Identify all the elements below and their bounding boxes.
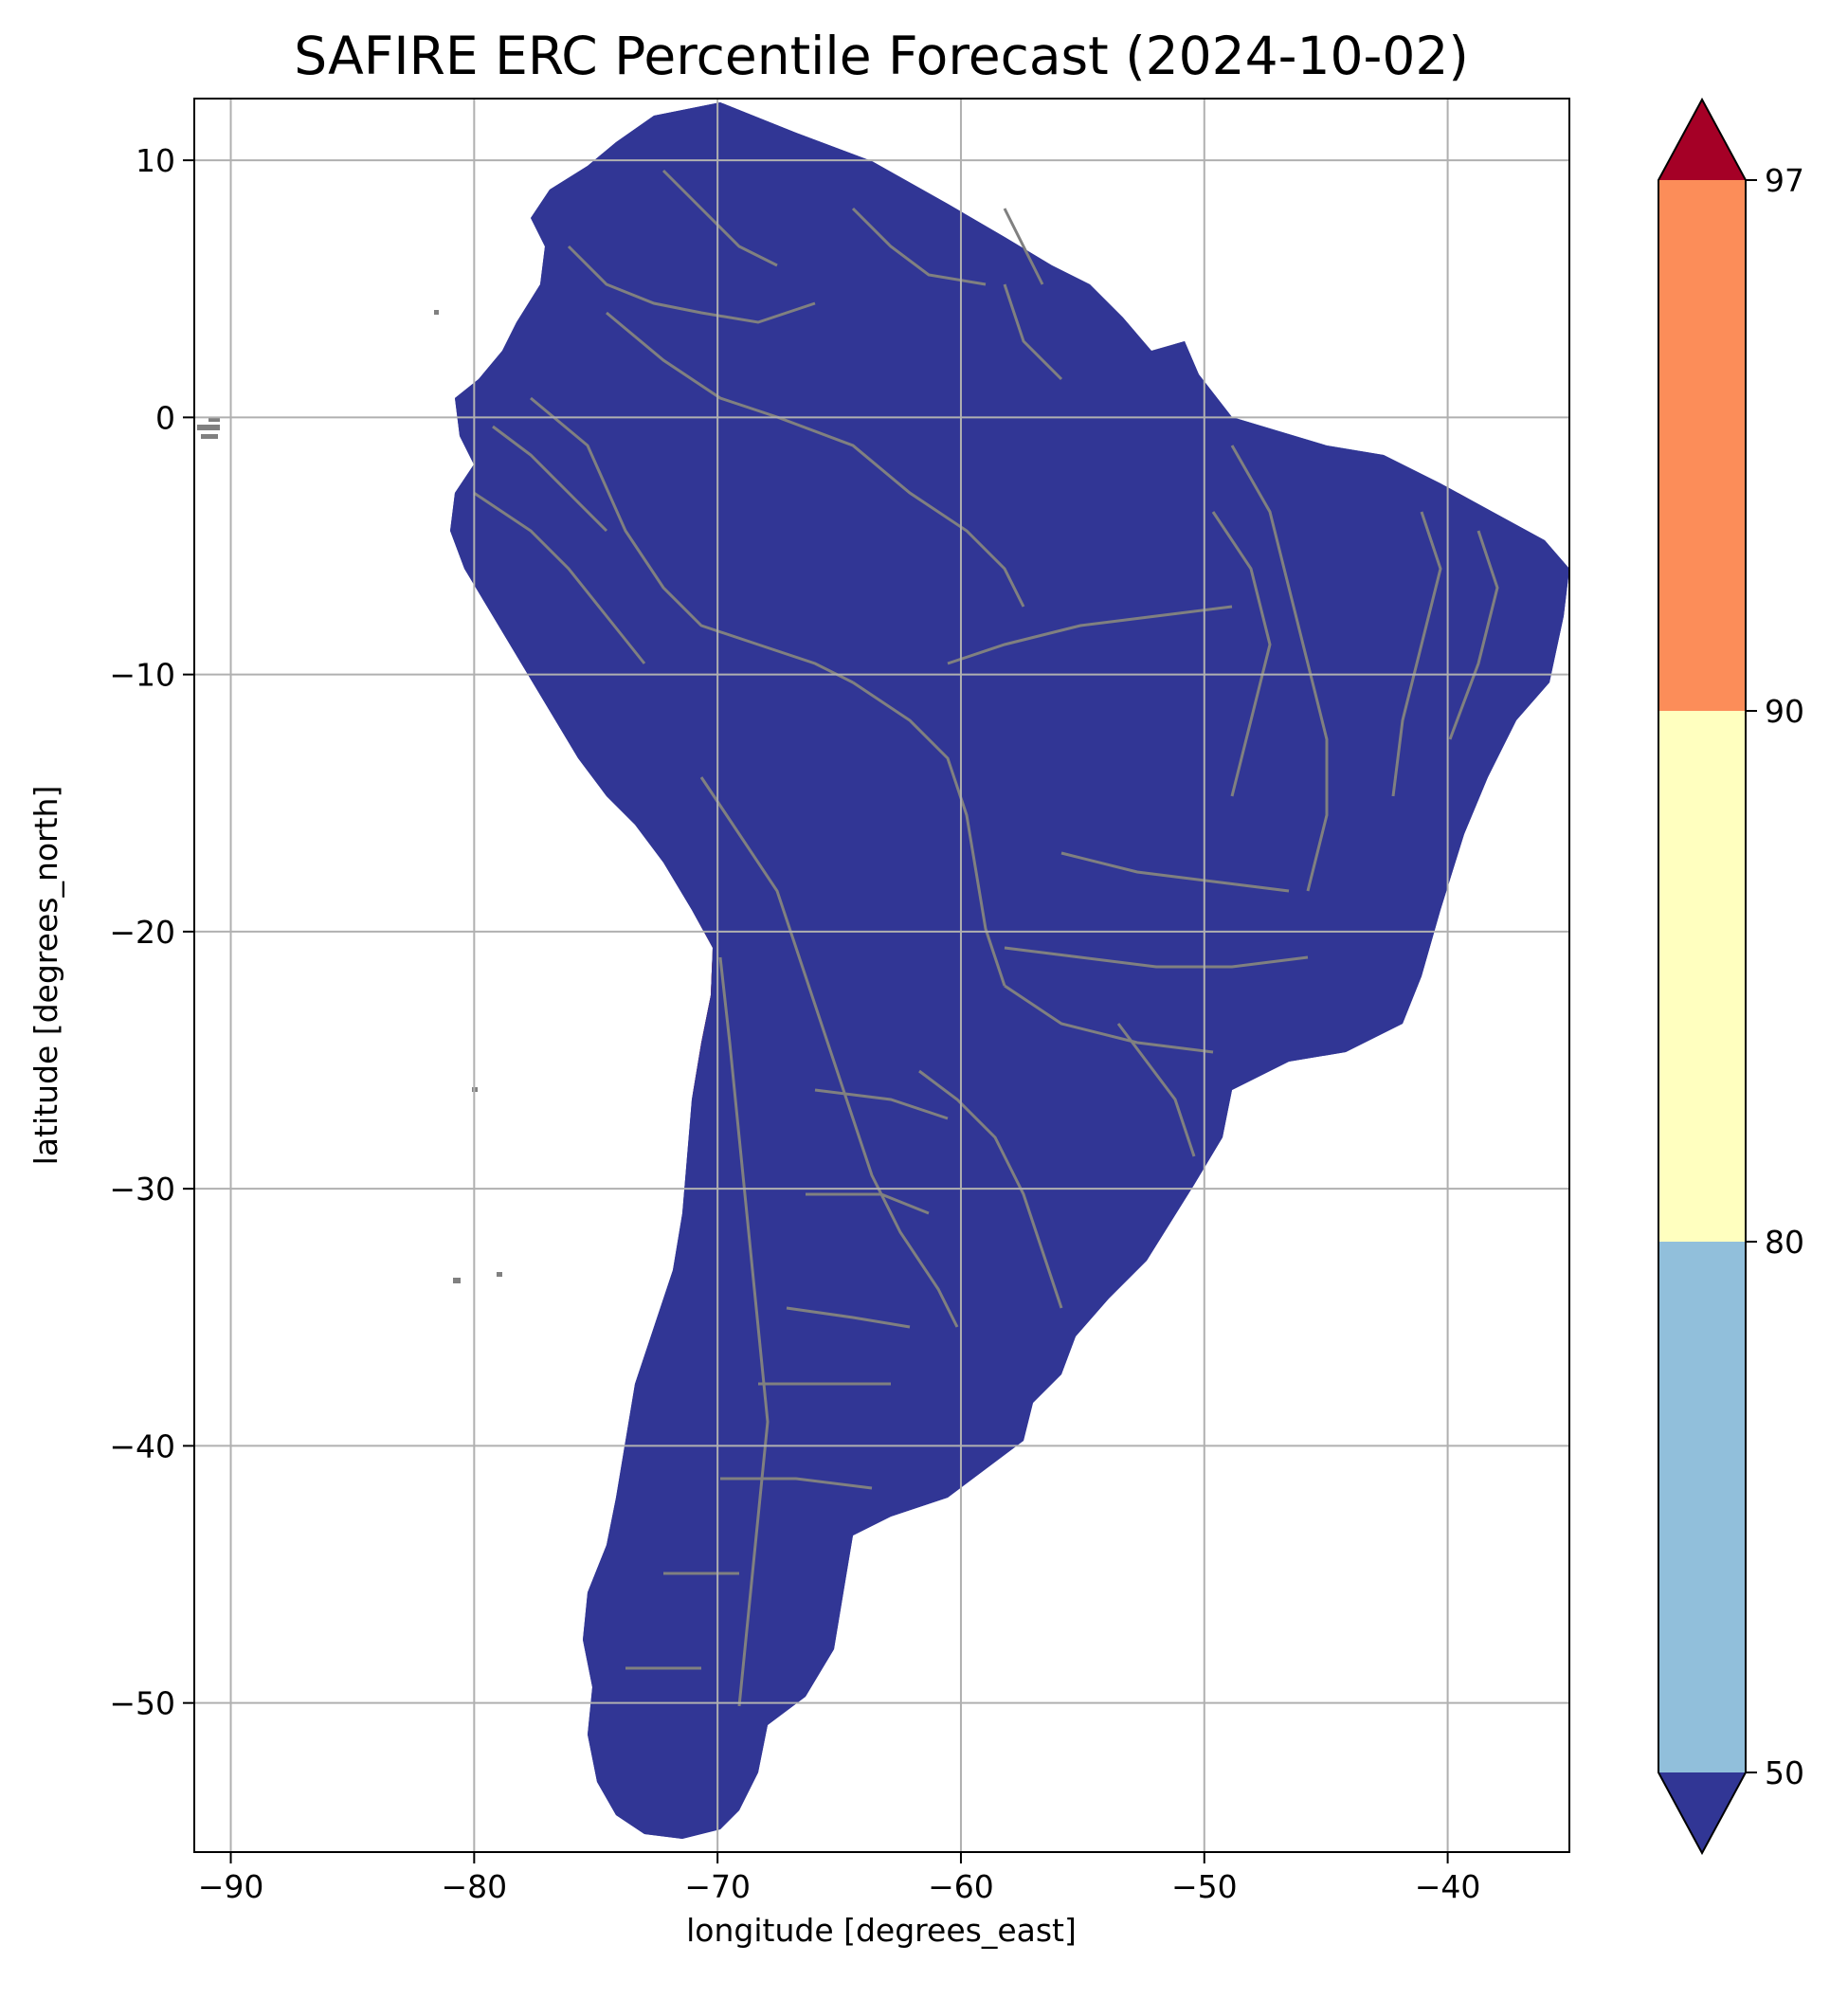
x-axis-ticks: −90 −80 −70 −60 −50 −40 — [198, 1852, 1481, 1905]
gridlines — [194, 99, 1569, 1852]
x-tick-label: −90 — [198, 1868, 264, 1905]
y-tick-label: −10 — [109, 657, 175, 694]
x-tick-label: −60 — [928, 1868, 994, 1905]
y-axis-label: latitude [degrees_north] — [27, 786, 64, 1166]
axes-frame — [193, 98, 1570, 1853]
map-content — [194, 99, 1569, 1852]
x-tick-label: −80 — [442, 1868, 508, 1905]
border-lines — [473, 169, 1499, 1707]
juan-fernandez-island — [453, 1278, 461, 1283]
colorbar-segment — [1658, 1242, 1746, 1772]
y-tick-label: 10 — [136, 142, 175, 179]
x-axis-label: longitude [degrees_east] — [686, 1912, 1077, 1949]
y-tick-label: −50 — [109, 1685, 175, 1722]
y-tick-label: −20 — [109, 914, 175, 951]
political-borders — [448, 100, 1569, 1841]
galapagos-island — [197, 425, 220, 430]
y-axis-ticks: 10 0 −10 −20 −30 −40 −50 — [109, 142, 194, 1722]
colorbar-extend-bottom — [1658, 1772, 1746, 1853]
chart-title: SAFIRE ERC Percentile Forecast (2024-10-… — [294, 26, 1469, 86]
x-tick-label: −40 — [1415, 1868, 1481, 1905]
x-tick-label: −50 — [1171, 1868, 1238, 1905]
colorbar: 50 80 90 97 — [1658, 97, 1804, 1856]
y-tick-label: 0 — [155, 399, 175, 436]
colorbar-tick-label: 90 — [1765, 693, 1804, 730]
colorbar-tick-label: 97 — [1765, 162, 1804, 199]
malpelo-island — [434, 310, 439, 315]
colorbar-tick-label: 50 — [1765, 1754, 1804, 1791]
galapagos-island — [201, 434, 218, 439]
x-tick-label: −70 — [684, 1868, 751, 1905]
colorbar-segment — [1658, 711, 1746, 1242]
galapagos-island — [208, 417, 220, 422]
juan-fernandez-island — [497, 1272, 502, 1277]
map-panel: −90 −80 −70 −60 −50 −40 10 0 −10 −20 −30 −40 −50 — [109, 98, 1570, 1905]
colorbar-segment — [1658, 180, 1746, 711]
y-tick-label: −40 — [109, 1427, 175, 1464]
colorbar-extend-top — [1658, 100, 1746, 180]
colorbar-tick-label: 80 — [1765, 1224, 1804, 1261]
y-tick-label: −30 — [109, 1171, 175, 1208]
